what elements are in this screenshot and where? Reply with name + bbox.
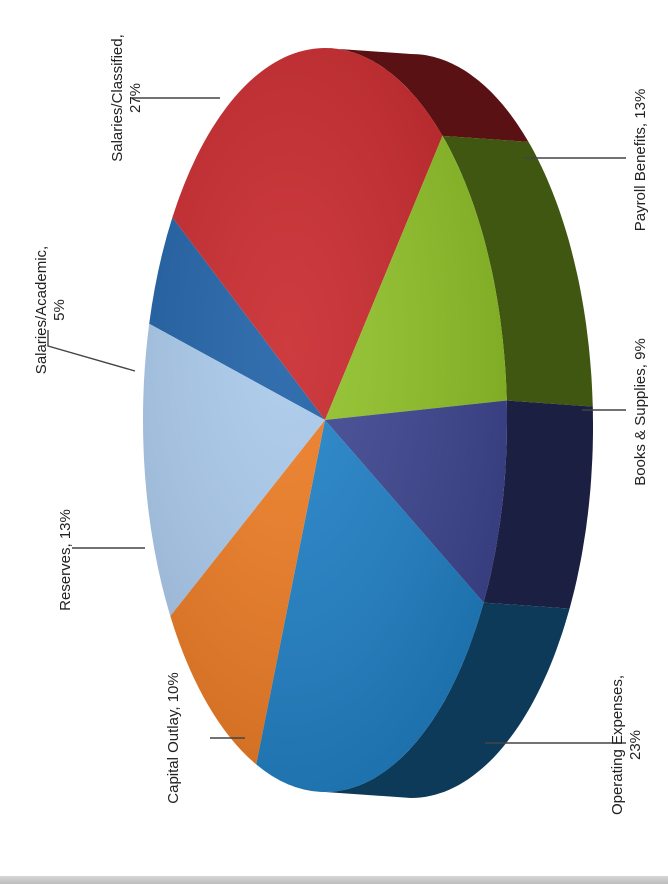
- label-payroll-benefits-13: Payroll Benefits, 13%: [632, 89, 649, 232]
- label-books-supplies-9: Books & Supplies, 9%: [632, 338, 649, 486]
- label-name: Salaries/Academic,: [33, 246, 50, 374]
- label-salaries-academic: Salaries/Academic,5%: [33, 246, 68, 374]
- pie-side-payroll-benefits-13: [442, 135, 593, 407]
- label-name: Capital Outlay, 10%: [165, 672, 182, 803]
- slice-labels: Salaries/Academic,5% Salaries/Classified,…: [33, 34, 649, 815]
- pie-side-operating-expenses: [325, 602, 570, 798]
- label-reserves-13: Reserves, 13%: [57, 509, 74, 611]
- label-operating-expenses: Operating Expenses,23%: [609, 675, 644, 815]
- label-name: Reserves, 13%: [57, 509, 74, 611]
- pie-top-layer: [142, 48, 508, 793]
- leader-lines: [47, 97, 626, 744]
- label-percent: 5%: [51, 299, 68, 321]
- label-name: Operating Expenses,: [609, 675, 626, 815]
- pie-shading: [143, 48, 507, 792]
- label-name: Payroll Benefits, 13%: [632, 89, 649, 232]
- pie-side-salaries-classified: [325, 48, 529, 142]
- pie-side-layer: [325, 48, 593, 798]
- label-name: Salaries/Classified,: [109, 34, 126, 162]
- label-salaries-classified: Salaries/Classified,27%: [109, 34, 144, 162]
- label-percent: 27%: [127, 83, 144, 113]
- label-percent: 23%: [627, 730, 644, 760]
- scan-edge-bar: [0, 876, 668, 884]
- label-name: Books & Supplies, 9%: [632, 338, 649, 486]
- label-capital-outlay-10: Capital Outlay, 10%: [165, 672, 182, 803]
- pie-side-books-supplies-9: [483, 400, 593, 609]
- leader-salaries-academic: [47, 330, 136, 372]
